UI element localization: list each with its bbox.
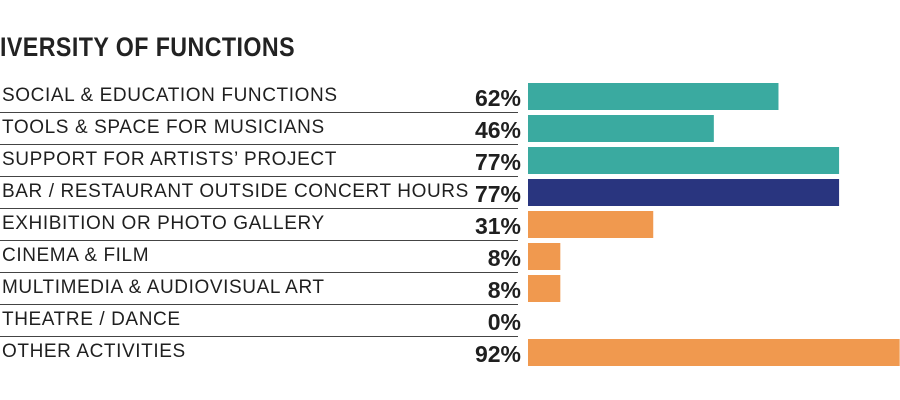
category-label: OTHER ACTIVITIES <box>2 341 186 362</box>
value-label: 77% <box>475 149 521 175</box>
value-label: 92% <box>475 341 521 367</box>
value-label: 8% <box>488 245 521 271</box>
bar <box>528 179 840 206</box>
category-label: EXHIBITION OR PHOTO GALLERY <box>2 213 325 234</box>
bar <box>528 275 561 302</box>
category-label: CINEMA & FILM <box>2 245 149 266</box>
category-label: THEATRE / DANCE <box>2 309 181 330</box>
value-label: 8% <box>488 277 521 303</box>
chart-title: IVERSITY OF FUNCTIONS <box>0 32 296 62</box>
category-label: SUPPORT FOR ARTISTS’ PROJECT <box>2 149 337 170</box>
bar <box>528 243 561 270</box>
category-label: TOOLS & SPACE FOR MUSICIANS <box>2 117 325 138</box>
category-label: BAR / RESTAURANT OUTSIDE CONCERT HOURS <box>2 181 469 202</box>
value-label: 62% <box>475 85 521 111</box>
category-label: MULTIMEDIA & AUDIOVISUAL ART <box>2 277 325 298</box>
bar <box>528 83 779 110</box>
value-label: 0% <box>488 309 521 335</box>
category-label: SOCIAL & EDUCATION FUNCTIONS <box>2 85 338 106</box>
bar <box>528 211 654 238</box>
value-label: 77% <box>475 181 521 207</box>
bar <box>528 339 900 366</box>
value-label: 31% <box>475 213 521 239</box>
value-label: 46% <box>475 117 521 143</box>
bar <box>528 115 714 142</box>
bar <box>528 147 840 174</box>
